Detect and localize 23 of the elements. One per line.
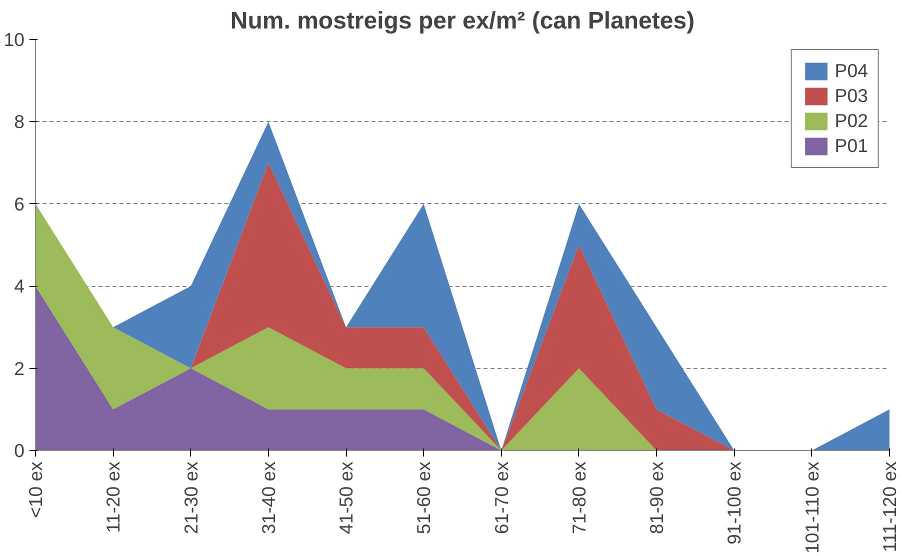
y-tick-label: 6 [14,193,25,214]
x-tick-label: 11-20 ex [102,460,124,533]
legend-label: P04 [834,60,868,82]
y-tick-label: 2 [14,358,25,379]
x-tick-label: 61-70 ex [490,460,512,534]
x-tick-label: 101-110 ex [801,460,822,554]
x-tick-label: 51-60 ex [413,460,434,534]
x-tick-label: 71-80 ex [568,460,590,534]
y-tick-label: 4 [14,276,25,297]
y-tick-label: 0 [14,440,25,461]
x-tick-label: 111-120 ex [879,460,900,552]
legend-label: P01 [834,135,868,157]
x-tick-label: 41-50 ex [336,460,357,534]
chart-title: Num. mostreigs per ex/m² (can Planetes) [230,8,695,34]
y-tick-label: 8 [14,111,25,132]
x-tick-label: 31-40 ex [258,460,279,534]
y-tick-label: 10 [4,29,25,50]
x-tick-label: <10 ex [25,460,46,518]
legend-label: P02 [834,110,868,132]
x-tick-label: 81-90 ex [646,460,668,534]
x-tick-label: 21-30 ex [180,460,202,534]
legend-label: P03 [834,85,868,107]
x-tick-label: 91-100 ex [724,460,745,544]
